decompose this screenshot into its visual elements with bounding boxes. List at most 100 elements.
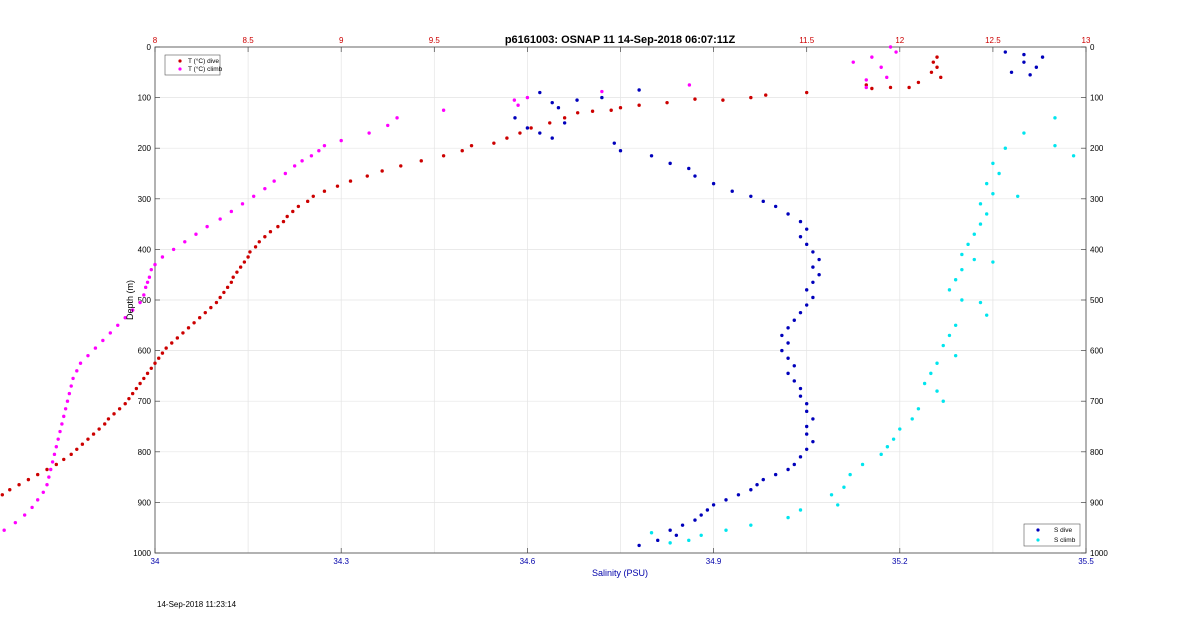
point-t-c-climb xyxy=(22,513,27,517)
point-s-dive xyxy=(538,90,542,95)
point-s-climb xyxy=(724,528,728,532)
point-s-dive xyxy=(805,432,809,436)
point-s-dive xyxy=(805,227,809,231)
point-t-c-dive xyxy=(45,467,49,472)
point-t-c-climb xyxy=(600,89,604,94)
point-t-c-climb xyxy=(50,460,55,464)
x-top-tick-label: 11.5 xyxy=(799,36,815,45)
point-t-c-dive xyxy=(218,295,222,300)
point-s-dive xyxy=(811,417,815,421)
point-s-dive xyxy=(798,219,803,224)
point-s-climb xyxy=(898,427,902,431)
point-t-c-climb xyxy=(512,98,517,102)
point-t-c-climb xyxy=(386,123,390,128)
point-s-climb xyxy=(935,361,939,365)
legend-swatch-s-dive xyxy=(1036,528,1040,532)
y-tick-label-right: 300 xyxy=(1090,195,1104,204)
x-bottom-tick-label: 34 xyxy=(151,557,160,566)
x-bottom-tick-label: 35.5 xyxy=(1078,557,1094,566)
point-t-c-dive xyxy=(192,321,196,325)
point-t-c-dive xyxy=(749,95,753,100)
point-t-c-climb xyxy=(240,202,245,206)
point-t-c-dive xyxy=(348,179,353,183)
point-t-c-climb xyxy=(300,159,304,163)
point-s-dive xyxy=(612,141,616,145)
point-s-dive xyxy=(811,265,815,269)
point-t-c-dive xyxy=(106,417,111,421)
point-t-c-dive xyxy=(69,452,73,457)
x-bottom-tick-label: 34.3 xyxy=(333,557,349,566)
point-s-dive xyxy=(525,126,530,130)
point-t-c-climb xyxy=(864,78,868,82)
point-t-c-climb xyxy=(58,429,62,434)
point-s-climb xyxy=(960,298,964,302)
point-s-climb xyxy=(1053,143,1057,148)
point-t-c-climb xyxy=(322,143,327,148)
point-t-c-dive xyxy=(469,143,474,148)
point-s-climb xyxy=(984,313,989,317)
x-top-tick-label: 13 xyxy=(1082,36,1091,45)
point-t-c-climb xyxy=(229,209,234,214)
point-s-dive xyxy=(817,257,821,262)
point-t-c-dive xyxy=(242,260,247,264)
point-s-dive xyxy=(780,333,784,338)
point-s-dive xyxy=(780,348,784,353)
point-s-dive xyxy=(711,503,716,507)
point-t-c-dive xyxy=(170,341,174,345)
point-t-c-dive xyxy=(138,381,142,386)
point-t-c-dive xyxy=(209,305,213,310)
point-t-c-dive xyxy=(97,427,101,431)
point-t-c-dive xyxy=(86,437,90,441)
point-t-c-dive xyxy=(285,214,289,219)
point-t-c-climb xyxy=(123,316,127,320)
point-t-c-climb xyxy=(309,154,314,158)
x-bottom-tick-label: 34.9 xyxy=(706,557,722,566)
point-s-dive xyxy=(761,477,765,482)
x-top-tick-label: 12 xyxy=(895,36,904,45)
point-s-dive xyxy=(798,394,803,398)
point-t-c-climb xyxy=(13,520,18,525)
x-bottom-tick-label: 35.2 xyxy=(892,557,908,566)
point-t-c-climb xyxy=(851,60,855,64)
x-axis-label-bottom: Salinity (PSU) xyxy=(592,568,648,578)
y-tick-label-right: 200 xyxy=(1090,144,1104,153)
point-s-climb xyxy=(885,445,890,449)
point-t-c-dive xyxy=(153,361,157,365)
point-s-dive xyxy=(550,100,554,105)
point-t-c-dive xyxy=(548,121,552,125)
point-t-c-dive xyxy=(870,86,874,91)
point-s-dive xyxy=(805,447,809,451)
point-t-c-dive xyxy=(305,199,310,204)
point-t-c-dive xyxy=(214,300,219,305)
y-tick-label-right: 500 xyxy=(1090,296,1104,305)
point-t-c-climb xyxy=(86,353,90,358)
point-t-c-climb xyxy=(885,75,889,80)
point-t-c-dive xyxy=(335,184,340,188)
point-t-c-dive xyxy=(257,240,261,244)
point-s-climb xyxy=(941,399,945,403)
y-tick-label-left: 300 xyxy=(138,195,152,204)
point-s-climb xyxy=(978,300,983,305)
point-s-dive xyxy=(805,424,809,429)
point-s-dive xyxy=(786,371,790,376)
point-t-c-dive xyxy=(130,391,135,396)
point-s-dive xyxy=(618,149,623,153)
point-t-c-climb xyxy=(218,217,222,221)
y-tick-label-right: 100 xyxy=(1090,94,1104,103)
y-tick-label-left: 1000 xyxy=(133,549,151,558)
point-t-c-dive xyxy=(916,80,921,85)
point-t-c-climb xyxy=(894,50,898,54)
point-s-dive xyxy=(749,194,753,198)
point-s-dive xyxy=(798,386,803,391)
point-t-c-dive xyxy=(518,131,522,135)
point-t-c-climb xyxy=(130,308,135,312)
point-t-c-climb xyxy=(54,445,59,449)
point-s-dive xyxy=(817,273,821,277)
y-tick-label-left: 800 xyxy=(138,448,152,457)
point-t-c-climb xyxy=(153,262,157,267)
point-s-dive xyxy=(786,467,790,472)
point-s-dive xyxy=(699,513,703,517)
point-t-c-dive xyxy=(575,111,580,115)
x-top-tick-label: 8.5 xyxy=(243,36,255,45)
point-s-climb xyxy=(972,257,976,262)
